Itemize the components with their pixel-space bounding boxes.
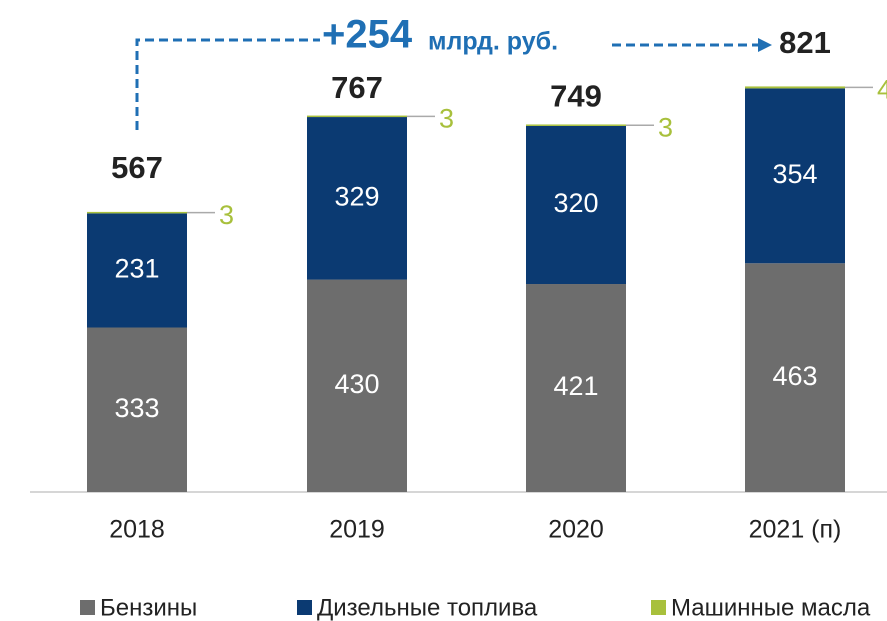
total-label: 567 (111, 150, 163, 185)
segment-label: 329 (334, 181, 379, 211)
bar-segment (87, 213, 187, 328)
bar-segment (307, 115, 407, 118)
total-label: 821 (779, 25, 831, 60)
segment-label: 333 (114, 393, 159, 423)
bar-segment (526, 284, 626, 492)
growth-unit: млрд. руб. (428, 28, 558, 56)
segment-label: 231 (114, 254, 159, 284)
growth-arrow-line (135, 38, 758, 130)
total-label: 749 (550, 79, 602, 114)
x-tick-label: 2020 (548, 516, 604, 544)
segment-label: 320 (553, 188, 598, 218)
legend-label: Машинные масла (671, 594, 871, 621)
segment-label: 3 (439, 103, 454, 133)
bar-segment (307, 117, 407, 280)
growth-arrow-head (758, 38, 772, 52)
x-tick-label: 2018 (109, 516, 165, 544)
segment-label: 421 (553, 371, 598, 401)
legend-label: Бензины (100, 594, 197, 621)
x-tick-label: 2021 (п) (749, 516, 842, 544)
segment-label: 4 (877, 75, 887, 105)
segment-label: 3 (219, 200, 234, 230)
bar-segment (87, 211, 187, 214)
bar-segment (526, 125, 626, 285)
bar-segment (307, 279, 407, 492)
legend-label: Дизельные топлива (317, 594, 538, 621)
legend-swatch (80, 600, 95, 615)
legend-swatch (651, 600, 666, 615)
segment-label: 354 (772, 159, 817, 189)
segment-label: 463 (772, 361, 817, 391)
x-tick-label: 2019 (329, 516, 385, 544)
bar-segment (745, 86, 845, 89)
legend-swatch (297, 600, 312, 615)
bar-segment (526, 124, 626, 126)
bar-segment (745, 263, 845, 492)
segment-label: 3 (658, 112, 673, 142)
segment-label: 430 (334, 369, 379, 399)
total-label: 767 (331, 70, 383, 105)
bar-segment (745, 88, 845, 264)
bar-segment (87, 327, 187, 492)
growth-value: +254 (322, 13, 413, 57)
